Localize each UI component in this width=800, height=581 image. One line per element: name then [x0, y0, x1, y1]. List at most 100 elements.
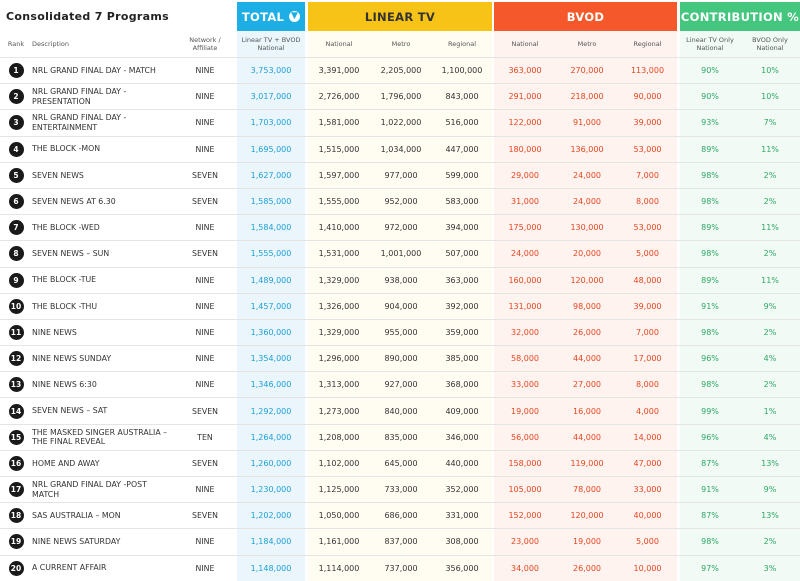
- contrib-bvod-cell: 3%: [763, 563, 777, 573]
- total-group-label: TOTAL: [241, 9, 285, 24]
- contrib-linear-cell: 97%: [701, 563, 719, 573]
- rank-cell: 9: [8, 268, 24, 293]
- rank-cell: 17: [8, 477, 24, 502]
- table-row: 11 NINE NEWS NINE 1,360,000 1,329,000 955,000…: [0, 318, 800, 345]
- rank-cell: 5: [8, 163, 24, 188]
- contrib-bvod-cell: 4%: [763, 354, 777, 364]
- description-cell: A CURRENT AFFAIR: [32, 563, 107, 573]
- bvod-metro-cell: 270,000: [570, 66, 604, 76]
- rank-badge: 19: [8, 534, 24, 550]
- table-row: 19 NINE NEWS SATURDAY NINE 1,184,000 1,161,0…: [0, 528, 800, 554]
- linear-metro-cell: 2,205,000: [380, 66, 422, 76]
- linear-metro-cell: 952,000: [384, 197, 418, 207]
- linear-regional-cell: 1,100,000: [441, 66, 483, 76]
- column-headers: Rank Description Network / Affiliate Lin…: [0, 31, 800, 57]
- info-circle-icon[interactable]: ▼: [289, 11, 301, 22]
- bvod-national-cell: 363,000: [508, 66, 542, 76]
- linear-regional-cell: 308,000: [445, 537, 479, 547]
- linear-metro-cell: 977,000: [384, 170, 418, 180]
- contrib-linear-cell: 93%: [701, 118, 719, 128]
- linear-metro-cell: 840,000: [384, 406, 418, 416]
- bvod-metro-cell: 120,000: [570, 511, 604, 521]
- table-row: 1 NRL GRAND FINAL DAY - MATCH NINE 3,753,00…: [0, 57, 800, 83]
- contrib-bvod-cell: 11%: [761, 223, 779, 233]
- total-cell: 1,585,000: [250, 197, 292, 207]
- col-description: Description: [32, 40, 70, 48]
- bvod-metro-cell: 16,000: [573, 406, 601, 416]
- table-row: 12 NINE NEWS SUNDAY NINE 1,354,000 1,296,000…: [0, 345, 800, 371]
- linear-regional-cell: 368,000: [445, 380, 479, 390]
- network-cell: SEVEN: [192, 170, 218, 180]
- bvod-national-cell: 58,000: [511, 354, 539, 364]
- description-cell: THE BLOCK -WED: [32, 222, 100, 232]
- table-row: 9 THE BLOCK -TUE NINE 1,489,000 1,329,000 938…: [0, 266, 800, 293]
- contrib-bvod-cell: 4%: [763, 432, 777, 442]
- bvod-national-cell: 32,000: [511, 327, 539, 337]
- rank-badge: 20: [8, 560, 24, 576]
- description-cell: SEVEN NEWS: [32, 170, 84, 180]
- bvod-metro-cell: 119,000: [570, 458, 604, 468]
- rank-badge: 6: [8, 194, 24, 210]
- bvod-national-cell: 160,000: [508, 275, 542, 285]
- contrib-linear-cell: 87%: [701, 458, 719, 468]
- linear-national-cell: 1,102,000: [318, 458, 360, 468]
- rank-cell: 7: [8, 215, 24, 240]
- rank-cell: 10: [8, 294, 24, 319]
- bvod-national-cell: 291,000: [508, 92, 542, 102]
- network-cell: NINE: [195, 275, 215, 285]
- contrib-bvod-cell: 7%: [763, 118, 777, 128]
- bvod-metro-cell: 91,000: [573, 118, 601, 128]
- table-row: 7 THE BLOCK -WED NINE 1,584,000 1,410,000 972…: [0, 214, 800, 240]
- table-row: 16 HOME AND AWAY SEVEN 1,260,000 1,102,000 64…: [0, 449, 800, 476]
- description-cell: NRL GRAND FINAL DAY -POST MATCH: [32, 480, 147, 499]
- linear-metro-cell: 955,000: [384, 327, 418, 337]
- total-group-header[interactable]: TOTAL ▼: [237, 2, 305, 31]
- bvod-regional-cell: 53,000: [633, 144, 662, 154]
- col-bvod-metro: Metro: [577, 40, 597, 48]
- table-row: 6 SEVEN NEWS AT 6.30 SEVEN 1,585,000 1,555,0…: [0, 187, 800, 214]
- network-cell: NINE: [195, 354, 215, 364]
- description-cell: NINE NEWS SATURDAY: [32, 537, 121, 547]
- bvod-regional-cell: 5,000: [636, 249, 659, 259]
- network-cell: SEVEN: [192, 406, 218, 416]
- col-linear-national: National: [325, 40, 353, 48]
- description-cell: NRL GRAND FINAL DAY - MATCH: [32, 65, 156, 75]
- linear-metro-cell: 733,000: [384, 485, 418, 495]
- bvod-national-cell: 105,000: [508, 485, 542, 495]
- network-cell: NINE: [195, 118, 215, 128]
- total-cell: 1,260,000: [250, 458, 292, 468]
- bvod-national-cell: 23,000: [511, 537, 539, 547]
- bvod-regional-cell: 113,000: [630, 66, 665, 76]
- bvod-national-cell: 29,000: [511, 170, 539, 180]
- bvod-national-cell: 122,000: [508, 118, 542, 128]
- contrib-linear-cell: 90%: [701, 66, 719, 76]
- total-cell: 1,695,000: [250, 144, 292, 154]
- contrib-bvod-cell: 2%: [763, 380, 777, 390]
- contrib-bvod-cell: 2%: [763, 537, 777, 547]
- linear-national-cell: 2,726,000: [318, 92, 360, 102]
- description-cell: HOME AND AWAY: [32, 458, 100, 468]
- total-cell: 3,017,000: [250, 92, 292, 102]
- contribution-group-header: CONTRIBUTION %: [680, 2, 800, 31]
- linear-metro-cell: 938,000: [384, 275, 418, 285]
- bvod-regional-cell: 33,000: [633, 485, 662, 495]
- rank-cell: 15: [8, 425, 24, 450]
- bvod-national-cell: 31,000: [511, 197, 539, 207]
- total-cell: 1,584,000: [250, 223, 292, 233]
- bvod-national-cell: 131,000: [508, 301, 542, 311]
- linear-national-cell: 1,410,000: [318, 223, 360, 233]
- bvod-metro-cell: 24,000: [573, 170, 601, 180]
- linear-regional-cell: 385,000: [445, 354, 479, 364]
- rank-cell: 14: [8, 398, 24, 423]
- contrib-bvod-cell: 11%: [761, 275, 779, 285]
- network-cell: NINE: [195, 485, 215, 495]
- linear-metro-cell: 835,000: [384, 432, 418, 442]
- contrib-bvod-cell: 2%: [763, 249, 777, 259]
- total-cell: 1,489,000: [250, 275, 292, 285]
- rank-badge: 9: [8, 272, 24, 288]
- linear-national-cell: 1,597,000: [318, 170, 360, 180]
- bvod-national-cell: 34,000: [511, 563, 539, 573]
- total-cell: 1,555,000: [250, 249, 292, 259]
- total-cell: 1,292,000: [250, 406, 292, 416]
- table-row: 5 SEVEN NEWS SEVEN 1,627,000 1,597,000 977,00…: [0, 161, 800, 188]
